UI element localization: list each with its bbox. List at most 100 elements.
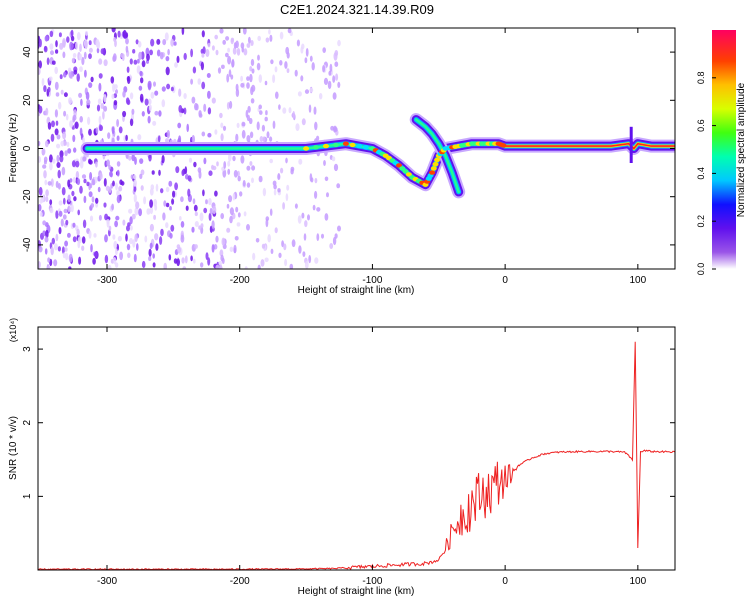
noise-speck [183,93,187,99]
noise-speck [76,178,81,186]
noise-speck [264,80,268,86]
noise-speck [81,174,87,179]
noise-speck [74,121,79,129]
ridge-blob [500,143,507,148]
noise-speck [88,230,92,239]
noise-speck [58,101,62,110]
noise-speck [284,259,288,267]
noise-speck [116,119,119,127]
noise-speck [133,253,137,263]
noise-speck [207,132,212,138]
noise-speck [63,110,67,117]
noise-speck [201,30,205,38]
noise-speck [258,74,262,83]
noise-speck [252,252,256,261]
noise-speck [98,58,103,65]
y-tick-label: 3 [22,346,33,352]
noise-speck [62,51,66,59]
noise-speck [108,164,111,170]
noise-speck [277,188,281,193]
noise-speck [227,168,231,175]
noise-speck [73,196,77,202]
noise-speck [316,233,320,242]
noise-speck [44,179,48,186]
noise-speck [324,176,329,182]
noise-speck [316,207,321,212]
noise-speck [232,193,236,201]
noise-speck [229,215,233,224]
noise-speck [190,78,194,85]
noise-speck [85,91,90,101]
noise-speck [153,198,158,207]
noise-speck [98,73,103,79]
noise-speck [208,212,212,221]
noise-speck [308,104,312,113]
noise-speck [96,104,101,112]
colorbar-tick-label: 0.6 [696,119,706,132]
noise-speck [192,198,196,205]
noise-speck [51,60,56,65]
noise-speck [122,110,127,118]
noise-speck [153,81,156,87]
noise-speck [99,125,103,131]
noise-speck [278,104,281,110]
noise-speck [104,234,108,243]
noise-speck [118,126,123,134]
x-tick-label: -100 [362,576,382,587]
noise-speck [300,46,304,54]
noise-speck [264,116,268,122]
noise-speck [97,98,102,105]
noise-speck [214,190,218,197]
noise-speck [98,115,102,125]
noise-speck [209,207,213,215]
noise-speck [81,245,85,251]
noise-speck [131,213,136,220]
noise-speck [270,248,274,254]
noise-speck [175,166,180,174]
noise-speck [46,57,50,65]
noise-speck [269,208,273,216]
noise-speck [240,82,245,88]
noise-speck [227,47,231,53]
noise-speck [73,69,78,75]
noise-speck [286,184,290,191]
noise-speck [91,196,95,203]
noise-speck [47,257,51,263]
noise-speck [135,201,140,209]
noise-speck [236,222,241,227]
noise-speck [148,104,152,112]
noise-speck [84,69,87,78]
noise-speck [77,209,80,216]
noise-speck [42,220,47,226]
noise-speck [114,84,118,90]
noise-speck [49,162,53,171]
noise-speck [129,118,134,127]
noise-speck [72,114,77,121]
noise-speck [203,157,207,165]
noise-speck [168,254,172,261]
noise-speck [134,207,139,216]
noise-speck [298,245,302,254]
noise-speck [161,86,166,92]
noise-speck [232,47,237,55]
noise-speck [272,120,276,129]
noise-speck [203,103,207,112]
noise-speck [62,131,67,140]
noise-speck [111,126,115,135]
y-tick-label: -20 [22,189,33,204]
noise-speck [310,177,314,183]
noise-speck [110,76,115,84]
noise-speck [56,134,61,140]
noise-speck [72,134,76,143]
noise-speck [63,71,67,78]
noise-speck [61,166,66,176]
snr-panel: -300 -200 -100 0 100 1 2 3 Height of straight … [8,318,676,597]
noise-speck [125,37,129,45]
ridge-blob [396,163,402,168]
noise-speck [126,66,130,73]
noise-speck [285,46,290,55]
noise-speck [82,219,87,229]
noise-speck [56,143,61,149]
noise-speck [256,121,260,131]
noise-speck [282,202,285,210]
